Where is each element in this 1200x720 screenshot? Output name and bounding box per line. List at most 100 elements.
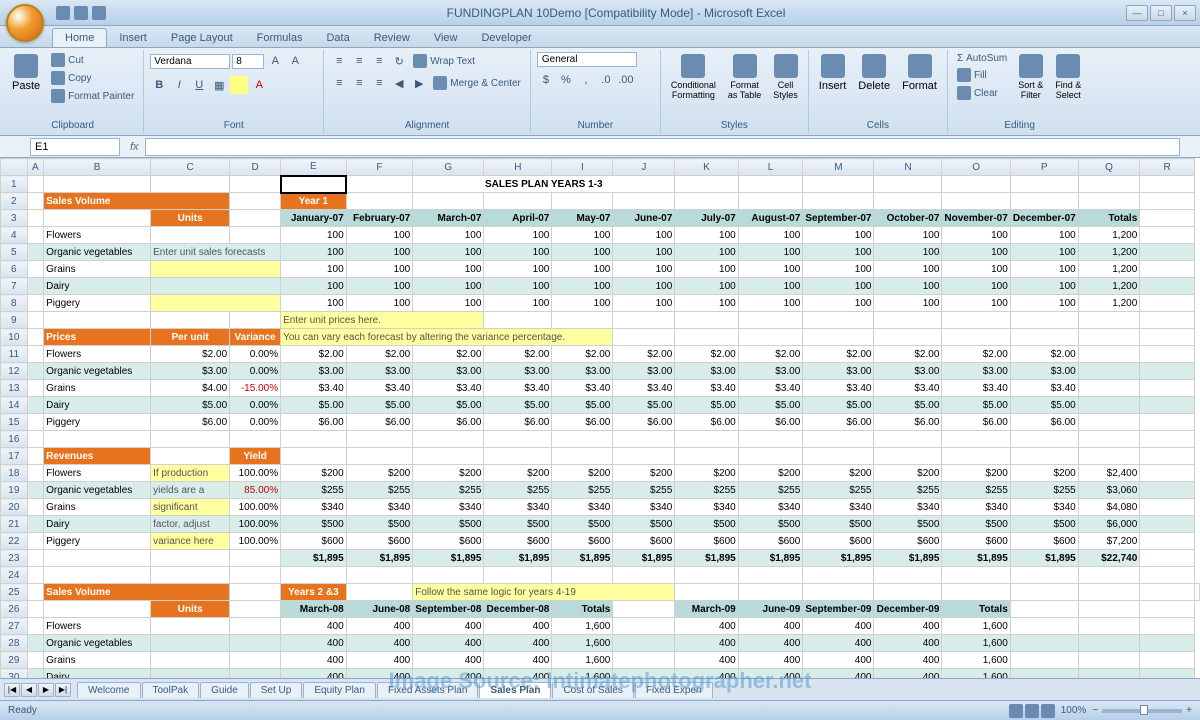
header-cell[interactable]: 22 (1, 533, 28, 550)
percent-icon[interactable]: % (557, 71, 575, 89)
cell[interactable]: $1,895 (484, 550, 552, 567)
cell[interactable]: $6.00 (675, 414, 738, 431)
cell[interactable]: $500 (413, 516, 484, 533)
cell[interactable]: 100.00% (230, 465, 281, 482)
cell[interactable]: 85.00% (230, 482, 281, 499)
cell[interactable] (27, 261, 43, 278)
insert-cells-button[interactable]: Insert (815, 52, 851, 94)
cell[interactable] (1140, 669, 1195, 679)
cell[interactable] (230, 601, 281, 618)
cell[interactable] (874, 176, 942, 193)
cell[interactable]: 100 (675, 278, 738, 295)
cell[interactable]: $2.00 (281, 346, 347, 363)
cell[interactable]: $500 (281, 516, 347, 533)
cell[interactable]: June-07 (613, 210, 675, 227)
cell[interactable]: 1,200 (1078, 295, 1140, 312)
cell[interactable]: 100.00% (230, 516, 281, 533)
cell[interactable] (413, 193, 484, 210)
cell[interactable]: $3.00 (942, 363, 1010, 380)
cell[interactable]: 100 (1010, 227, 1078, 244)
cell[interactable]: 100 (484, 261, 552, 278)
cell[interactable]: $5.00 (942, 397, 1010, 414)
cell[interactable]: 100 (738, 261, 803, 278)
header-cell[interactable]: 25 (1, 584, 28, 601)
header-cell[interactable]: J (613, 159, 675, 176)
close-button[interactable]: × (1174, 5, 1196, 21)
cell[interactable] (27, 533, 43, 550)
cell[interactable] (738, 193, 803, 210)
header-cell[interactable]: 26 (1, 601, 28, 618)
cell[interactable] (675, 176, 738, 193)
cell[interactable]: 100 (552, 278, 613, 295)
cell[interactable]: 100 (1010, 261, 1078, 278)
cell[interactable] (151, 550, 230, 567)
cell[interactable]: $3.00 (675, 363, 738, 380)
cell[interactable] (151, 295, 281, 312)
cell[interactable]: 1,600 (552, 669, 613, 679)
zoom-slider[interactable]: −+ (1092, 705, 1192, 716)
cell[interactable]: 100 (675, 261, 738, 278)
cell[interactable]: August-07 (738, 210, 803, 227)
cell[interactable]: 400 (484, 618, 552, 635)
cell[interactable] (151, 669, 230, 679)
number-format-select[interactable] (537, 52, 637, 67)
cell[interactable] (552, 312, 613, 329)
cell[interactable] (874, 193, 942, 210)
sheet-tab-cost-of-sales[interactable]: Cost of Sales (552, 682, 633, 698)
cell[interactable] (230, 567, 281, 584)
cell[interactable] (1140, 431, 1195, 448)
cell[interactable]: 100 (346, 244, 413, 261)
cell[interactable]: $2.00 (413, 346, 484, 363)
cell[interactable] (803, 431, 874, 448)
cell[interactable]: $1,895 (874, 550, 942, 567)
cell[interactable]: July-07 (675, 210, 738, 227)
cell[interactable] (27, 567, 43, 584)
cell[interactable]: SALES PLAN YEARS 1-3 (413, 176, 675, 193)
cell[interactable]: $5.00 (613, 397, 675, 414)
cell[interactable]: $600 (346, 533, 413, 550)
cell[interactable]: 100 (613, 244, 675, 261)
cell[interactable] (1140, 363, 1195, 380)
cell[interactable] (230, 431, 281, 448)
cell[interactable]: $340 (613, 499, 675, 516)
header-cell[interactable]: 1 (1, 176, 28, 193)
cell[interactable]: 100 (552, 244, 613, 261)
cell[interactable]: $3.40 (675, 380, 738, 397)
cell[interactable]: 100 (675, 295, 738, 312)
cell[interactable] (27, 652, 43, 669)
cell[interactable]: $340 (675, 499, 738, 516)
cell[interactable] (346, 584, 413, 601)
cell[interactable]: $1,895 (413, 550, 484, 567)
cell[interactable] (230, 652, 281, 669)
cell[interactable] (346, 448, 413, 465)
header-cell[interactable]: B (44, 159, 151, 176)
cell[interactable]: 400 (874, 635, 942, 652)
cell[interactable] (552, 567, 613, 584)
header-cell[interactable]: 14 (1, 397, 28, 414)
ribbon-tab-page-layout[interactable]: Page Layout (159, 29, 245, 47)
header-cell[interactable]: 21 (1, 516, 28, 533)
cell[interactable] (27, 329, 43, 346)
cell[interactable] (1140, 261, 1195, 278)
cell[interactable] (1010, 431, 1078, 448)
cell[interactable]: March-07 (413, 210, 484, 227)
cell[interactable]: $6.00 (738, 414, 803, 431)
cell[interactable]: $7,200 (1078, 533, 1140, 550)
cell[interactable] (1140, 618, 1195, 635)
cell[interactable]: -15.00% (230, 380, 281, 397)
cell[interactable]: variance here (151, 533, 230, 550)
cell[interactable]: $3.00 (613, 363, 675, 380)
cell[interactable]: 100 (1010, 278, 1078, 295)
cell[interactable] (230, 669, 281, 679)
cell[interactable]: Year 1 (281, 193, 347, 210)
cell[interactable] (675, 448, 738, 465)
currency-icon[interactable]: $ (537, 71, 555, 89)
header-cell[interactable]: R (1140, 159, 1195, 176)
save-icon[interactable] (56, 6, 70, 20)
formula-input[interactable] (145, 138, 1180, 156)
cell[interactable]: 400 (803, 652, 874, 669)
cell[interactable]: Per unit (151, 329, 230, 346)
font-color-button[interactable]: A (250, 76, 268, 94)
cell[interactable] (1078, 448, 1140, 465)
cell[interactable]: 100 (281, 261, 347, 278)
